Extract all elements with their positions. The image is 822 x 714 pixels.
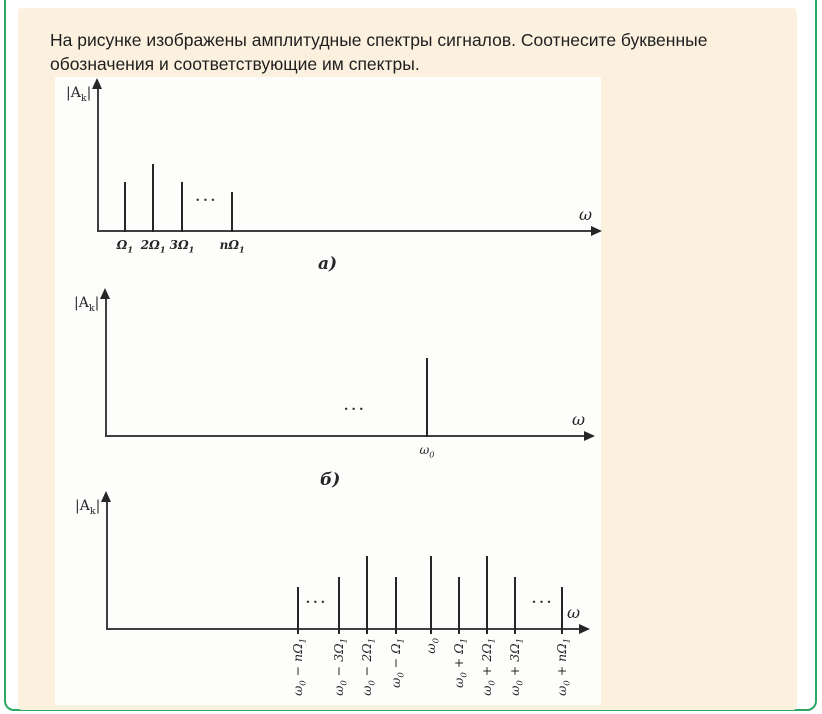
y-axis-arrow-icon xyxy=(101,491,111,502)
ellipsis: ··· xyxy=(305,595,329,611)
x-axis xyxy=(98,230,595,232)
x-axis xyxy=(106,435,588,437)
tick-label: 2Ω1 xyxy=(140,238,166,255)
question-text-line-2: обозначения и соответствующие им спектры… xyxy=(50,53,420,74)
spectral-line xyxy=(457,576,460,634)
tick-label: ω0 + Ω1 xyxy=(450,638,470,688)
spectral-line xyxy=(152,163,155,232)
spectral-line xyxy=(394,576,397,634)
tick-label: ω0 xyxy=(419,443,435,460)
ellipsis: ··· xyxy=(343,402,367,418)
spectral-line xyxy=(430,556,433,634)
x-axis xyxy=(107,628,583,630)
spectral-line xyxy=(231,191,234,232)
y-axis xyxy=(97,87,99,232)
question-panel: На рисунке изображены амплитудные спектр… xyxy=(18,8,797,710)
y-axis xyxy=(105,297,107,437)
y-axis-arrow-icon xyxy=(92,78,102,89)
question-text: На рисунке изображены амплитудные спектр… xyxy=(50,29,790,76)
spectral-line xyxy=(296,586,299,634)
plot-caption: а) xyxy=(318,254,338,274)
y-axis-label: |Ak| xyxy=(66,85,92,104)
y-axis-label: |Ak| xyxy=(74,295,100,314)
x-axis-label: ω xyxy=(579,205,593,224)
spectral-line xyxy=(513,576,516,634)
plot-caption: б) xyxy=(320,470,341,490)
x-axis-arrow-icon xyxy=(579,624,590,634)
y-axis-label: |Ak| xyxy=(75,498,101,517)
spectrum-plot-v: |Ak| ω ω0 − nΩ1 ω0 − 3Ω1 ω0 − 2Ω1 ω0 − Ω1 ω0 ω0… xyxy=(55,77,601,705)
spectral-line xyxy=(485,556,488,634)
tick-label: 3Ω1 xyxy=(169,238,195,255)
tick-label: ω0 − 3Ω1 xyxy=(330,638,350,696)
spectral-line xyxy=(426,358,428,437)
spectrum-plot-b: |Ak| ω ω0 ··· б) xyxy=(55,77,601,705)
spectrum-plot-a: |Ak| ω Ω1 2Ω1 3Ω1 nΩ1 ··· а) xyxy=(55,77,602,705)
x-axis-arrow-icon xyxy=(584,431,595,441)
ellipsis: ··· xyxy=(531,595,555,611)
spectral-line xyxy=(180,181,183,232)
tick-label: ω0 − 2Ω1 xyxy=(358,638,378,696)
tick-label: ω0 + 2Ω1 xyxy=(478,638,498,696)
y-axis xyxy=(106,500,108,630)
spectral-line xyxy=(561,586,564,634)
tick-label: nΩ1 xyxy=(219,238,245,255)
tick-label: ω0 + 3Ω1 xyxy=(506,638,526,696)
spectral-line xyxy=(123,181,126,232)
x-axis-arrow-icon xyxy=(591,226,602,236)
tick-label: ω0 − nΩ1 xyxy=(289,638,309,696)
x-axis-label: ω xyxy=(567,603,581,622)
question-text-line-1: На рисунке изображены амплитудные спектр… xyxy=(50,30,708,50)
tick-label: Ω1 xyxy=(116,238,134,255)
x-axis-label: ω xyxy=(572,410,586,429)
tick-label: ω0 + nΩ1 xyxy=(554,638,573,696)
spectral-line xyxy=(337,576,340,634)
spectra-figure: |Ak| ω Ω1 2Ω1 3Ω1 nΩ1 ··· а) |Ak| ω ω0 ··· б) |Ak| ω… xyxy=(55,77,602,705)
tick-label: ω0 − Ω1 xyxy=(387,638,407,688)
spectral-line xyxy=(365,556,368,634)
tick-label: ω0 xyxy=(423,638,442,654)
y-axis-arrow-icon xyxy=(100,288,110,299)
ellipsis: ··· xyxy=(195,193,219,209)
